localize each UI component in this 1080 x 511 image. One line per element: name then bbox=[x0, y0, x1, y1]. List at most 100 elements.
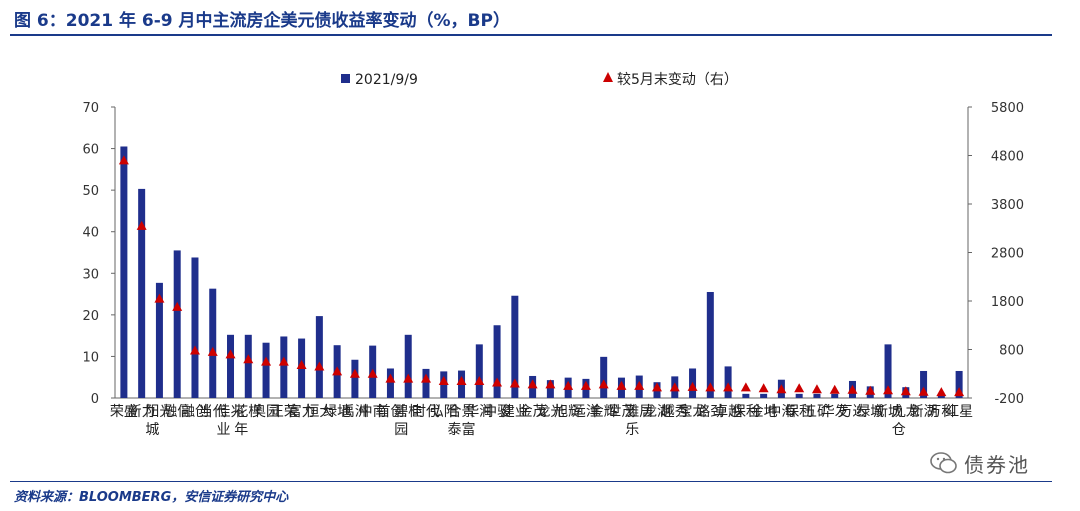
category-char: 利 bbox=[746, 404, 760, 420]
category-char: 佳 bbox=[217, 404, 231, 420]
change-marker bbox=[403, 373, 414, 383]
category-char: 融 bbox=[163, 404, 177, 420]
category-char: 代 bbox=[426, 404, 440, 420]
category-label: 绿城 bbox=[856, 404, 884, 420]
category-char: 辉 bbox=[604, 404, 618, 420]
bar bbox=[155, 282, 163, 398]
category-char: 星 bbox=[959, 404, 973, 420]
category-char: 远 bbox=[572, 404, 586, 420]
category-char: 茂 bbox=[621, 403, 635, 420]
category-label: 阳光城 bbox=[145, 404, 173, 438]
change-marker bbox=[278, 356, 289, 366]
category-char: 地 bbox=[337, 404, 351, 420]
category-char: 创 bbox=[195, 404, 209, 420]
bar bbox=[173, 250, 181, 398]
left-tick-label: 50 bbox=[82, 184, 99, 199]
change-marker bbox=[420, 373, 431, 383]
category-char: 红 bbox=[945, 404, 959, 420]
change-marker bbox=[349, 368, 360, 378]
category-char: 保 bbox=[785, 404, 799, 420]
right-tick-label: 800 bbox=[999, 344, 1024, 359]
change-marker bbox=[776, 384, 787, 394]
change-marker bbox=[314, 361, 325, 371]
change-marker bbox=[954, 387, 965, 397]
bar bbox=[386, 368, 394, 398]
bar bbox=[244, 334, 252, 398]
bar bbox=[280, 336, 288, 398]
category-char: 茂 bbox=[533, 403, 547, 420]
category-char: 新 bbox=[128, 404, 142, 420]
change-marker bbox=[207, 346, 218, 356]
category-label: 富力 bbox=[288, 403, 316, 420]
category-char: 城 bbox=[870, 404, 884, 420]
category-label: 保利 bbox=[732, 404, 760, 420]
category-char: 绿 bbox=[856, 404, 870, 420]
right-tick-label: 5800 bbox=[991, 101, 1024, 116]
category-char: 景 bbox=[462, 404, 476, 420]
category-char: 阳 bbox=[145, 404, 159, 420]
left-tick-label: 30 bbox=[82, 267, 99, 282]
change-marker bbox=[723, 382, 734, 392]
category-char: 光 bbox=[159, 404, 173, 420]
bar bbox=[315, 316, 323, 398]
category-label: 花样年 bbox=[234, 404, 262, 438]
category-label: 远洋 bbox=[572, 404, 600, 420]
change-marker bbox=[847, 384, 858, 394]
change-marker bbox=[634, 380, 645, 390]
category-char: 中 bbox=[359, 404, 373, 420]
category-label: 九龙仓 bbox=[892, 404, 920, 438]
category-char: 力 bbox=[142, 404, 156, 420]
category-label: 建业 bbox=[501, 404, 529, 420]
watermark: 债券池 bbox=[930, 448, 1030, 478]
category-char: 光 bbox=[550, 404, 564, 420]
category-char: 五 bbox=[803, 404, 817, 420]
category-char: 绿 bbox=[323, 404, 337, 420]
category-char: 达 bbox=[852, 404, 866, 420]
category-label: 弘阳 bbox=[430, 404, 458, 420]
left-tick-label: 0 bbox=[91, 392, 99, 407]
bar bbox=[742, 393, 750, 398]
category-char: 科 bbox=[941, 404, 955, 420]
change-marker bbox=[367, 368, 378, 378]
category-char: 时 bbox=[412, 404, 426, 420]
change-marker bbox=[865, 385, 876, 395]
category-char: 宝 bbox=[679, 404, 693, 420]
category-char: 润 bbox=[479, 404, 493, 420]
bar bbox=[422, 368, 430, 398]
category-label: 龙光 bbox=[536, 404, 564, 420]
category-label: 融信 bbox=[163, 404, 191, 420]
category-char: 业 bbox=[217, 422, 231, 438]
category-label: 新湖 bbox=[910, 404, 938, 420]
change-marker bbox=[136, 220, 147, 230]
category-char: 辉 bbox=[568, 404, 582, 420]
bar bbox=[546, 380, 554, 398]
change-marker bbox=[829, 384, 840, 394]
yield-change-chart: 2021/9/9 较5月末变动（右） 0 10 20 30 40 50 60 70 -200 80… bbox=[82, 72, 1024, 438]
category-char: 首 bbox=[376, 404, 390, 420]
bar bbox=[209, 288, 217, 398]
category-char: 中 bbox=[767, 404, 781, 420]
bar bbox=[724, 366, 732, 398]
category-char: 泰 bbox=[448, 422, 462, 438]
category-char: 信 bbox=[177, 404, 191, 420]
category-label: 红星 bbox=[945, 404, 973, 420]
category-char: 荣 bbox=[284, 404, 298, 420]
category-char: 奥 bbox=[252, 403, 266, 420]
category-label: 恒大 bbox=[305, 404, 333, 420]
change-marker bbox=[474, 376, 485, 386]
change-marker bbox=[189, 345, 200, 355]
change-marker bbox=[705, 382, 716, 392]
right-tick-label: 4800 bbox=[991, 150, 1024, 165]
category-label: 中海 bbox=[767, 404, 795, 420]
change-marker bbox=[883, 385, 894, 395]
category-char: 中 bbox=[483, 404, 497, 420]
category-char: 园 bbox=[266, 404, 280, 420]
category-char: 龙 bbox=[693, 404, 707, 420]
bar bbox=[511, 295, 519, 398]
category-char: 越 bbox=[661, 404, 675, 420]
bar bbox=[795, 393, 803, 398]
right-tick-label: 1800 bbox=[991, 295, 1024, 310]
category-label: 新城 bbox=[874, 404, 902, 420]
change-marker bbox=[456, 376, 467, 386]
change-marker bbox=[918, 386, 929, 396]
